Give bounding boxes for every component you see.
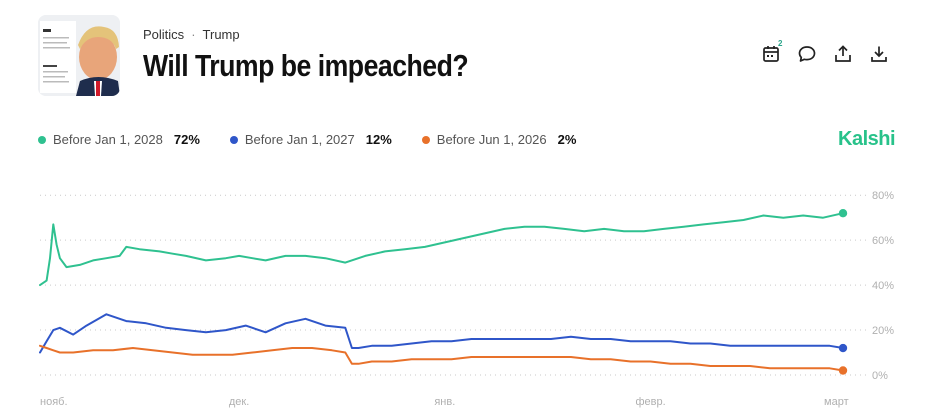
series-endpoint-0: [838, 209, 848, 218]
trump-portrait-image: [38, 15, 120, 96]
x-tick-label: февр.: [635, 396, 665, 408]
y-tick-label: 60%: [872, 235, 894, 247]
market-thumbnail: [38, 15, 120, 96]
legend-value-2026: 2%: [557, 132, 577, 147]
y-tick-label: 80%: [872, 190, 894, 202]
breadcrumb: Politics · Trump: [143, 27, 240, 42]
legend-item-2027[interactable]: Before Jan 1, 2027 12%: [229, 132, 392, 147]
legend-item-2026[interactable]: Before Jun 1, 2026 2%: [421, 132, 577, 147]
download-icon: [871, 46, 887, 62]
y-tick-label: 20%: [872, 325, 894, 337]
x-tick-label: март: [824, 396, 849, 408]
y-tick-label: 0%: [872, 370, 888, 382]
legend-dot-2027: [229, 135, 238, 144]
calendar-button[interactable]: 2: [760, 39, 782, 65]
y-tick-label: 40%: [872, 280, 894, 292]
download-button[interactable]: [868, 43, 890, 65]
legend-value-2028: 72%: [173, 132, 200, 147]
legend-item-2028[interactable]: Before Jan 1, 2028 72%: [38, 132, 200, 147]
legend-label-2028: Before Jan 1, 2028: [53, 132, 163, 147]
chart-legend: Before Jan 1, 2028 72% Before Jan 1, 202…: [38, 132, 576, 147]
share-button[interactable]: [832, 43, 854, 65]
x-tick-label: нояб.: [40, 396, 68, 408]
calendar-icon: [763, 46, 779, 62]
legend-label-2026: Before Jun 1, 2026: [436, 132, 547, 147]
breadcrumb-separator: ·: [191, 27, 196, 42]
breadcrumb-subcategory[interactable]: Trump: [202, 27, 240, 42]
legend-value-2027: 12%: [365, 132, 392, 147]
toolbar: 2: [760, 39, 890, 65]
calendar-badge: 2: [778, 39, 783, 48]
series-endpoint-1: [838, 343, 848, 353]
breadcrumb-category[interactable]: Politics: [143, 27, 185, 42]
series-line-0: [39, 212, 844, 287]
series-line-2: [39, 344, 844, 372]
x-tick-label: дек.: [229, 396, 249, 408]
series-line-1: [39, 313, 844, 354]
series-endpoint-2: [838, 366, 848, 375]
legend-dot-2028: [38, 135, 46, 144]
legend-dot-2026: [421, 135, 430, 144]
share-icon: [835, 45, 851, 62]
kalshi-logo[interactable]: Kalshi: [838, 128, 896, 150]
price-history-chart: 0% 20% 40% 60% 80% нояб. дек. янв. февр. март: [39, 190, 894, 408]
x-tick-label: янв.: [434, 396, 455, 408]
comment-icon: [798, 46, 816, 62]
page-title: Will Trump be impeached?: [143, 48, 469, 83]
legend-label-2027: Before Jan 1, 2027: [244, 132, 355, 147]
comment-button[interactable]: [796, 43, 818, 65]
